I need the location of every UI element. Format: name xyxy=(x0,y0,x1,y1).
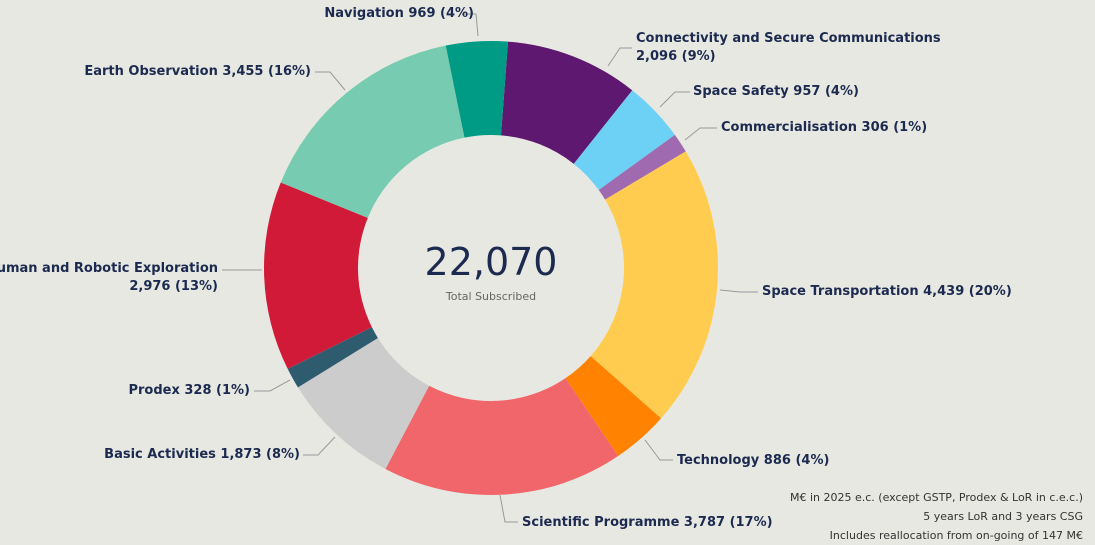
footnote: Includes reallocation from on-going of 1… xyxy=(829,529,1083,542)
donut-slice-space-transportation[interactable] xyxy=(590,151,718,419)
donut-slice-human-and-robotic-exploration[interactable] xyxy=(264,182,372,369)
data-label: Space Transportation 4,439 (20%) xyxy=(762,284,1012,299)
donut-slice-prodex[interactable] xyxy=(287,327,378,388)
leader-line xyxy=(607,47,632,67)
footnotes: M€ in 2025 e.c. (except GSTP, Prodex & L… xyxy=(790,488,1083,545)
donut-slice-earth-observation[interactable] xyxy=(280,45,465,218)
donut-slice-basic-activities[interactable] xyxy=(297,337,430,469)
leader-line xyxy=(462,13,479,37)
data-label-name: Human and Robotic Exploration xyxy=(0,261,218,276)
leader-line xyxy=(719,289,758,293)
data-label-value: 2,096 (9%) xyxy=(636,49,716,64)
leader-line xyxy=(684,127,717,141)
leader-line xyxy=(303,436,336,456)
donut-slice-scientific-programme[interactable] xyxy=(385,378,619,495)
data-label: Connectivity and Secure Communications 2,… xyxy=(636,30,941,66)
donut-slice-navigation[interactable] xyxy=(445,41,509,138)
total-value: 22,070 xyxy=(424,240,558,284)
data-label-name: Connectivity and Secure Communications xyxy=(636,31,941,46)
data-label: Space Safety 957 (4%) xyxy=(693,84,859,99)
footnote: M€ in 2025 e.c. (except GSTP, Prodex & L… xyxy=(789,491,1083,504)
data-label-value: 2,976 (13%) xyxy=(129,279,218,294)
footnote: 5 years LoR and 3 years CSG xyxy=(923,510,1083,523)
leader-line xyxy=(659,91,690,108)
data-label: Commercialisation 306 (1%) xyxy=(721,120,928,135)
donut-slice-space-safety[interactable] xyxy=(573,90,675,191)
donut-slice-commercialisation[interactable] xyxy=(598,134,686,200)
leader-line xyxy=(644,439,673,461)
data-label: Prodex 328 (1%) xyxy=(128,383,250,398)
data-label: Earth Observation 3,455 (16%) xyxy=(84,64,311,79)
total-label: Total Subscribed xyxy=(445,290,537,303)
data-label: Navigation 969 (4%) xyxy=(324,6,474,21)
leader-line xyxy=(315,71,346,91)
donut-slice-technology[interactable] xyxy=(565,356,662,457)
leader-line xyxy=(499,494,518,523)
data-label: Technology 886 (4%) xyxy=(677,453,830,468)
data-label: Basic Activities 1,873 (8%) xyxy=(104,447,300,462)
data-label: Human and Robotic Exploration 2,976 (13%) xyxy=(0,260,218,296)
data-label: Scientific Programme 3,787 (17%) xyxy=(522,515,773,530)
donut-slice-connectivity-and-secure-communications[interactable] xyxy=(500,41,633,164)
leader-line xyxy=(254,379,291,392)
